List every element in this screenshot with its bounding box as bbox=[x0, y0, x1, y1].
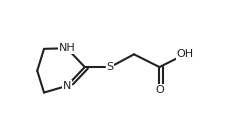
Text: OH: OH bbox=[176, 49, 193, 59]
Text: N: N bbox=[63, 81, 71, 91]
Text: S: S bbox=[106, 62, 113, 72]
Text: O: O bbox=[154, 85, 163, 95]
Text: NH: NH bbox=[58, 43, 75, 53]
